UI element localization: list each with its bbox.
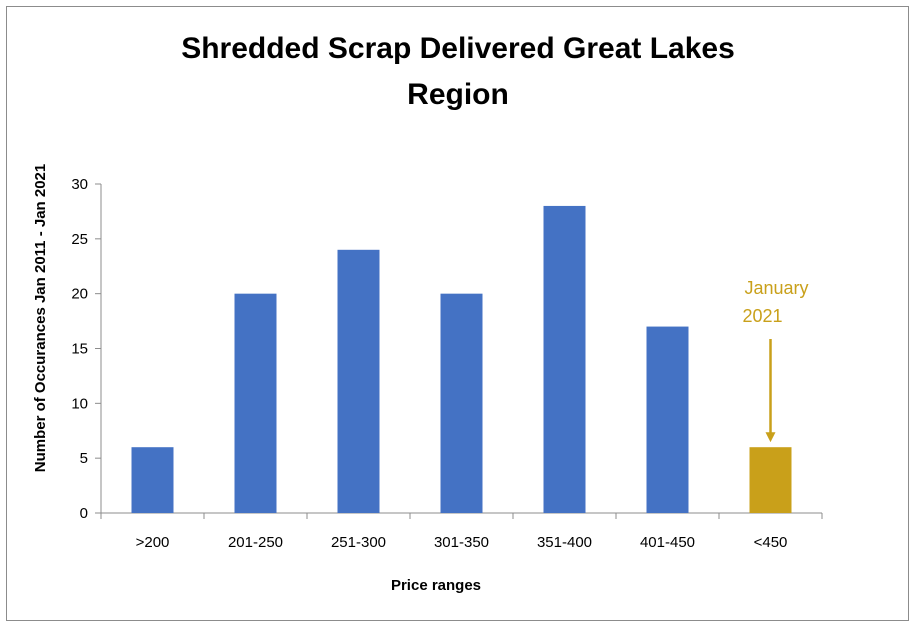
x-tick-label: 351-400	[537, 534, 592, 551]
x-tick-label: 301-350	[434, 534, 489, 551]
x-tick-label: 401-450	[640, 534, 695, 551]
bar-251-300	[337, 249, 380, 514]
x-tick-label: <450	[754, 534, 788, 551]
bar->200	[131, 447, 174, 513]
bar-301-350	[440, 293, 483, 513]
chart-title-line-2: Region	[407, 78, 509, 111]
x-tick-label: 201-250	[228, 534, 283, 551]
plot-area: 0 5 10 15 20 25 30 >200 201-250 251-300 301-350 351…	[71, 176, 823, 551]
y-axis-title: Number of Occurances Jan 2011 - Jan 2021	[32, 164, 49, 473]
x-tick-label: 251-300	[331, 534, 386, 551]
bar-401-450	[646, 326, 689, 513]
y-tick-label: 25	[71, 231, 88, 248]
y-tick-label: 5	[80, 450, 88, 467]
x-axis-title: Price ranges	[391, 577, 481, 594]
y-tick-label: 15	[71, 341, 88, 358]
y-tick-label: 0	[80, 505, 88, 522]
bar-<450	[749, 447, 792, 513]
y-tick-label: 20	[71, 286, 88, 303]
annotation-label-line-2: 2021	[742, 306, 782, 326]
y-tick-label: 30	[71, 176, 88, 193]
chart-title-line-1: Shredded Scrap Delivered Great Lakes	[181, 32, 735, 65]
bar-351-400	[543, 205, 586, 513]
y-tick-label: 10	[71, 395, 88, 412]
x-tick-label: >200	[136, 534, 170, 551]
bar-201-250	[234, 293, 277, 513]
annotation-label-line-1: January	[744, 278, 808, 298]
